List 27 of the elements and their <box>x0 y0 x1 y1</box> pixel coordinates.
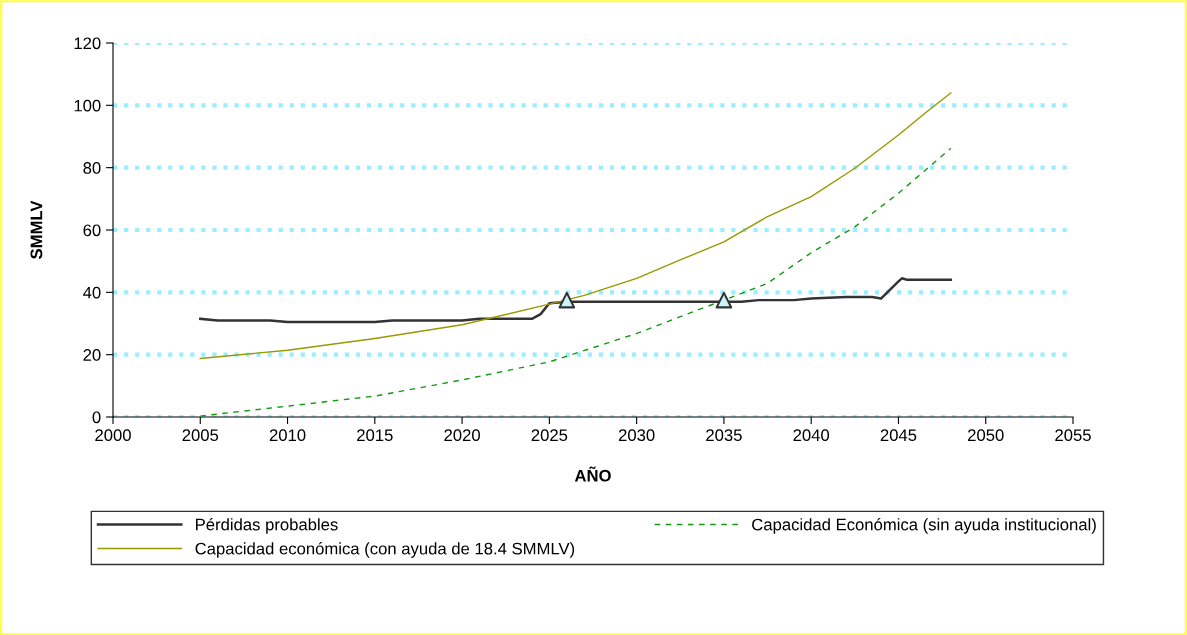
y-tick-label: 100 <box>74 99 101 112</box>
x-tick-label: 2025 <box>531 429 568 442</box>
x-tick-label: 2035 <box>706 429 742 442</box>
x-axis-title: AÑO <box>574 466 611 482</box>
x-tick-label: 2010 <box>269 429 306 442</box>
line-series <box>199 277 953 324</box>
line-series <box>199 92 952 360</box>
x-tick-label: 2000 <box>95 429 131 442</box>
y-tick-label: 40 <box>83 286 101 299</box>
x-tick-label: 2020 <box>444 429 480 442</box>
x-tick-label: 2040 <box>793 429 830 442</box>
y-tick-label: 120 <box>74 37 101 50</box>
y-axis-title: SMMLV <box>30 200 43 259</box>
x-tick-label: 2050 <box>968 429 1004 442</box>
x-tick-label: 2045 <box>880 429 917 442</box>
y-tick-label: 20 <box>83 349 101 361</box>
legend-label: Capacidad económica (con ayuda de 18.4 SMMLV) <box>195 542 575 558</box>
y-tick-label: 80 <box>83 162 101 174</box>
line-series <box>199 147 952 417</box>
x-tick-label: 2015 <box>357 429 393 442</box>
x-tick-label: 2005 <box>182 429 219 442</box>
legend-label: Capacidad Económica (sin ayuda institucional) <box>752 518 1096 534</box>
y-tick-label: 0 <box>92 411 101 424</box>
y-tick-label: 60 <box>83 224 101 237</box>
x-tick-label: 2030 <box>618 429 655 442</box>
x-tick-label: 2055 <box>1055 429 1091 442</box>
legend-label: Pérdidas probables <box>196 518 338 534</box>
